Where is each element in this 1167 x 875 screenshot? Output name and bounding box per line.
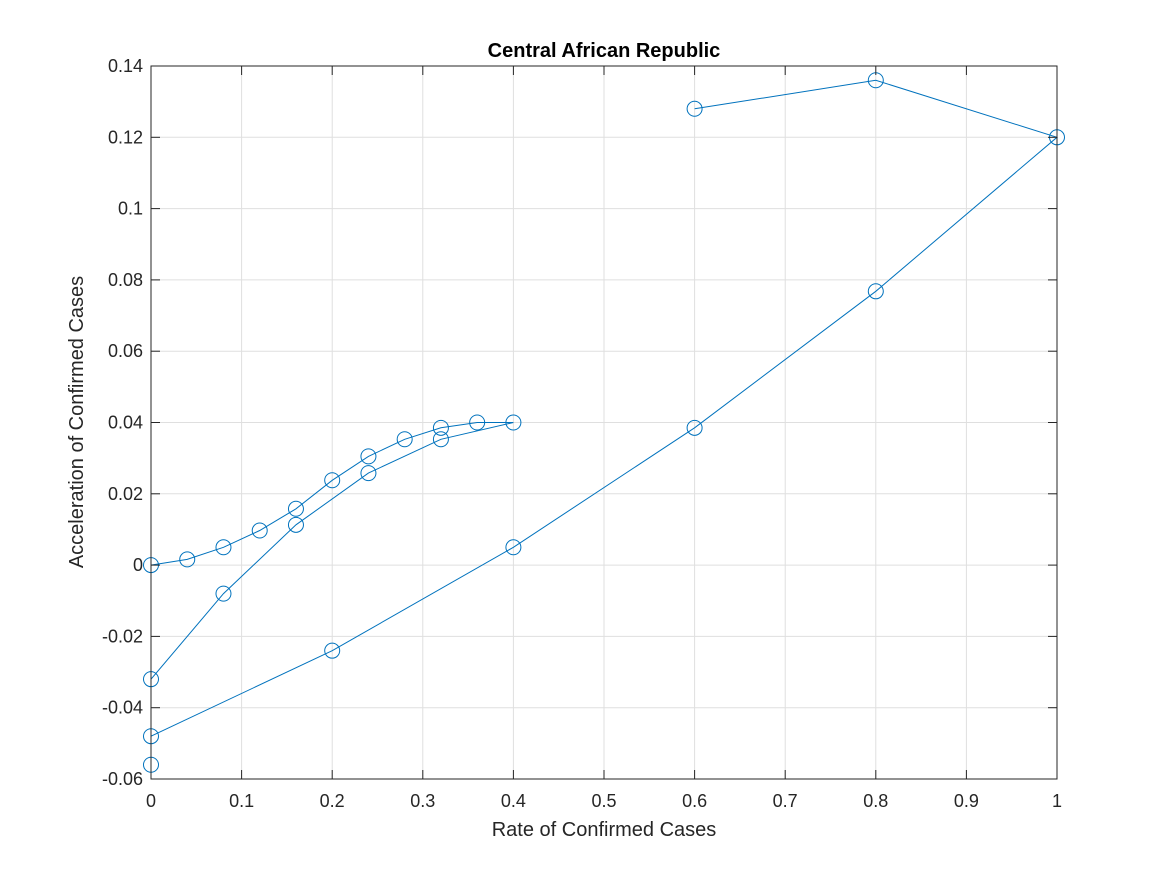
data-point-marker xyxy=(215,585,232,602)
data-point-marker xyxy=(686,100,703,117)
x-tick-label: 0.2 xyxy=(320,791,345,811)
y-tick-label: 0.06 xyxy=(108,341,143,361)
x-tick-label: 0 xyxy=(146,791,156,811)
y-tick-label: 0.02 xyxy=(108,484,143,504)
data-point-marker xyxy=(396,431,413,448)
data-point-marker xyxy=(179,551,196,568)
y-tick-labels: -0.06 -0.04 -0.02 0 0.02 0.04 0.06 0.08 0.1 0.12 0… xyxy=(102,56,143,789)
y-tick-label: -0.06 xyxy=(102,769,143,789)
series-layer xyxy=(143,72,1065,773)
data-point-marker xyxy=(505,539,522,556)
x-tick-label: 1 xyxy=(1052,791,1062,811)
x-tick-label: 0.6 xyxy=(682,791,707,811)
x-axis-label: Rate of Confirmed Cases xyxy=(492,819,717,841)
data-point-marker xyxy=(432,431,449,448)
data-point-marker xyxy=(324,472,341,489)
x-tick-labels: 0 0.1 0.2 0.3 0.4 0.5 0.6 0.7 0.8 0.9 1 xyxy=(146,791,1062,811)
data-point-marker xyxy=(287,516,304,533)
y-tick-label: 0.08 xyxy=(108,270,143,290)
data-point-marker xyxy=(867,283,884,300)
data-point-marker xyxy=(469,414,486,431)
x-tick-label: 0.7 xyxy=(773,791,798,811)
data-point-marker xyxy=(432,419,449,436)
data-point-marker xyxy=(360,465,377,482)
y-tick-label: 0.12 xyxy=(108,127,143,147)
y-tick-label: -0.04 xyxy=(102,698,143,718)
data-point-marker xyxy=(360,448,377,465)
y-tick-label: 0.14 xyxy=(108,56,143,76)
y-tick-label: -0.02 xyxy=(102,626,143,646)
y-tick-label: 0.04 xyxy=(108,413,143,433)
chart-title: Central African Republic xyxy=(488,40,721,62)
x-tick-label: 0.1 xyxy=(229,791,254,811)
x-tick-label: 0.4 xyxy=(501,791,526,811)
y-axis-label: Acceleration of Confirmed Cases xyxy=(66,276,88,568)
x-tick-label: 0.5 xyxy=(591,791,616,811)
tick-marks xyxy=(150,65,1058,780)
x-tick-label: 0.9 xyxy=(954,791,979,811)
y-tick-label: 0.1 xyxy=(118,199,143,219)
data-point-marker xyxy=(686,419,703,436)
series-line xyxy=(150,79,1059,765)
data-point-marker xyxy=(324,642,341,659)
data-point-marker xyxy=(251,522,268,539)
x-tick-label: 0.3 xyxy=(410,791,435,811)
y-tick-label: 0 xyxy=(133,555,143,575)
x-tick-label: 0.8 xyxy=(863,791,888,811)
data-point-marker xyxy=(215,539,232,556)
data-point-marker xyxy=(287,500,304,517)
data-point-marker xyxy=(505,414,522,431)
